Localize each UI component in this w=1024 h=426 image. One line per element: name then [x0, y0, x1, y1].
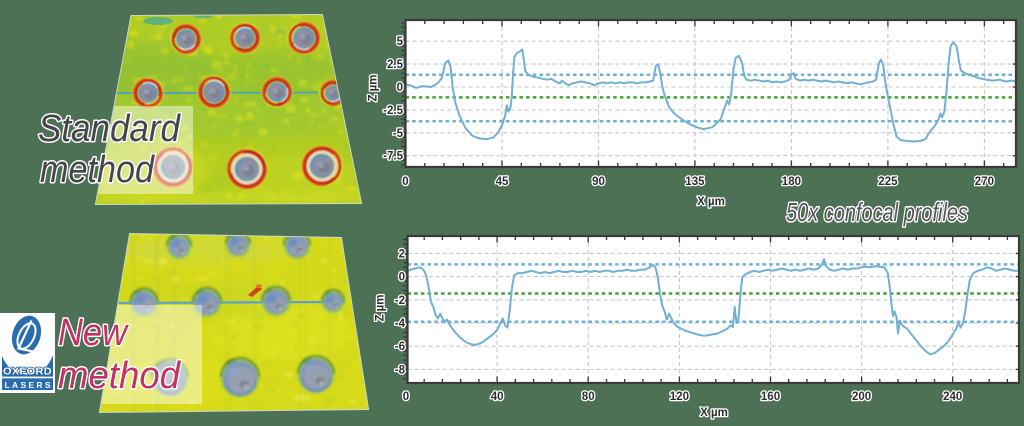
svg-text:0: 0	[403, 391, 409, 403]
svg-text:Z µm: Z µm	[375, 294, 387, 321]
svg-text:40: 40	[491, 391, 504, 403]
svg-text:90: 90	[592, 176, 605, 188]
svg-text:-6: -6	[395, 341, 405, 353]
svg-text:135: 135	[685, 176, 705, 188]
svg-text:45: 45	[496, 176, 509, 188]
svg-text:-7.5: -7.5	[383, 151, 403, 163]
svg-text:OXFORD: OXFORD	[3, 366, 52, 378]
svg-text:-2: -2	[395, 295, 405, 307]
svg-text:X µm: X µm	[700, 407, 728, 419]
svg-text:method: method	[58, 355, 182, 397]
svg-text:method: method	[40, 149, 156, 191]
svg-text:Standard: Standard	[38, 108, 182, 150]
svg-text:X µm: X µm	[697, 196, 725, 208]
svg-text:New: New	[58, 312, 129, 354]
svg-text:-8: -8	[395, 364, 406, 376]
svg-text:270: 270	[975, 176, 994, 188]
svg-text:240: 240	[943, 391, 962, 403]
svg-text:LASERS: LASERS	[5, 380, 51, 390]
svg-text:2.5: 2.5	[387, 59, 404, 71]
svg-text:80: 80	[582, 391, 595, 403]
svg-text:-5: -5	[393, 128, 404, 140]
svg-text:-4: -4	[395, 318, 406, 330]
svg-text:Z µm: Z µm	[368, 74, 380, 101]
svg-text:180: 180	[782, 176, 801, 188]
svg-text:160: 160	[761, 391, 780, 403]
svg-text:225: 225	[878, 176, 898, 188]
svg-text:-2.5: -2.5	[383, 105, 403, 117]
svg-text:200: 200	[852, 391, 871, 403]
svg-text:5: 5	[397, 36, 404, 48]
svg-text:0: 0	[402, 176, 408, 188]
svg-text:0: 0	[399, 272, 405, 284]
svg-text:0: 0	[397, 82, 403, 94]
svg-text:50x confocal profiles: 50x confocal profiles	[786, 197, 968, 227]
svg-text:2: 2	[399, 248, 405, 260]
svg-text:120: 120	[670, 391, 689, 403]
